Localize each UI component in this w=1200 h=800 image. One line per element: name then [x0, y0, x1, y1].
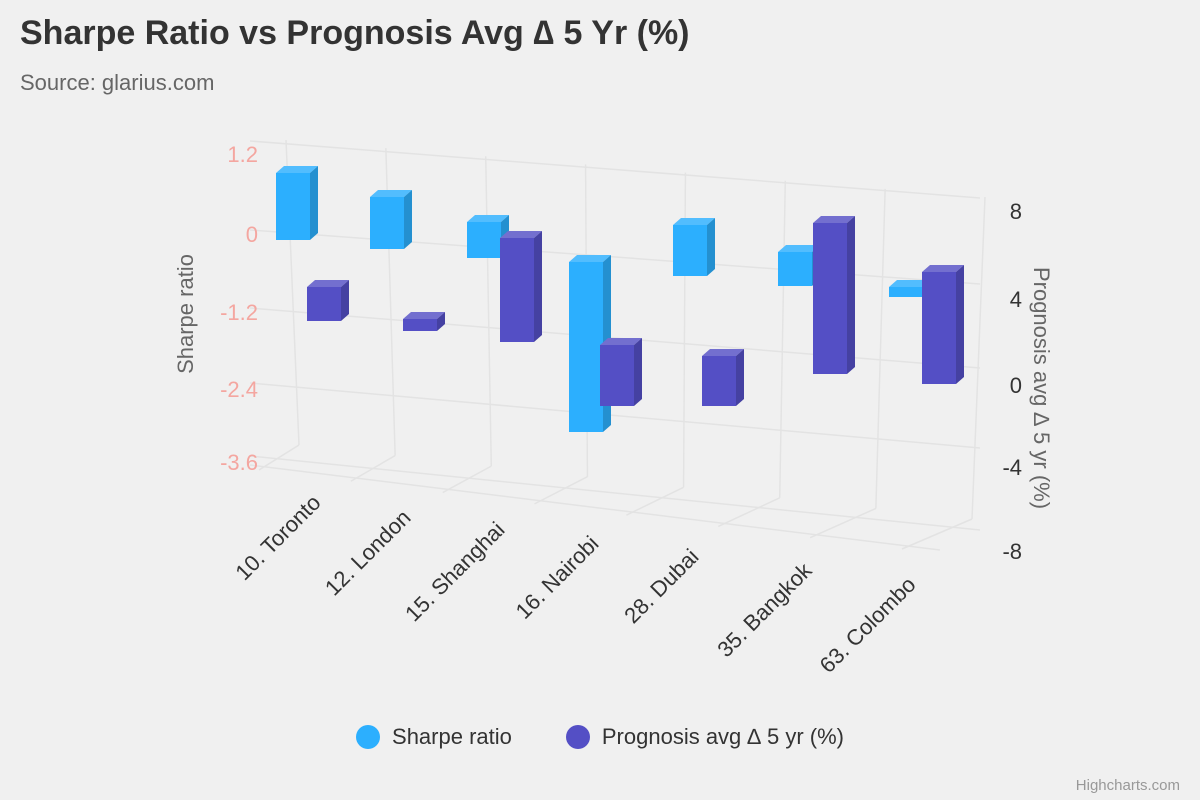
grid-line-vertical [484, 156, 493, 467]
y-axis-right-tick-label: -8 [1002, 539, 1022, 564]
bar-prognosis-front [307, 287, 341, 321]
bar-prognosis [403, 312, 445, 331]
y-axis-right-tick-label: 0 [1010, 373, 1022, 398]
bar-prognosis-side [847, 216, 855, 374]
grid-line-vertical [971, 196, 986, 520]
credits-link[interactable]: Highcharts.com [1075, 777, 1180, 794]
y-axis-left-title: Sharpe ratio [173, 254, 198, 374]
bar-sharpe-ratio-front [569, 262, 603, 432]
y-axis-right-tick-label: -4 [1002, 455, 1022, 480]
bar-prognosis [922, 265, 964, 384]
x-axis-category-label: 12. London [320, 505, 416, 601]
y-axis-right-title: Prognosis avg ∆ 5 yr (%) [1029, 267, 1054, 509]
grid-line-vertical [778, 180, 787, 498]
bar-prognosis-top [600, 338, 642, 345]
bar-prognosis [600, 338, 642, 406]
legend-symbol-prognosis [565, 725, 590, 749]
x-axis-category-label: 10. Toronto [230, 490, 325, 585]
legend: Sharpe ratio Prognosis avg ∆ 5 yr (%) [0, 724, 1200, 750]
bar-prognosis-top [922, 265, 964, 272]
legend-item-prognosis[interactable]: Prognosis avg ∆ 5 yr (%) [565, 724, 844, 750]
bar-sharpe-ratio-front [778, 252, 812, 286]
x-axis-category-label: 35. Bangkok [712, 557, 817, 662]
bar-prognosis-front [403, 319, 437, 331]
grid-line-floor [350, 454, 396, 482]
bar-sharpe-ratio-side [404, 190, 412, 249]
x-axis-category-label: 16. Nairobi [511, 531, 604, 624]
grid-line-horizontal [249, 229, 981, 285]
bar-sharpe-ratio-top [778, 245, 820, 252]
grid-line-floor [901, 518, 973, 550]
bar-sharpe-ratio-front [467, 222, 501, 258]
bar-prognosis-front [813, 223, 847, 374]
bar-prognosis [500, 231, 542, 342]
grid-line-horizontal [249, 140, 981, 199]
chart-title: Sharpe Ratio vs Prognosis Avg ∆ 5 Yr (%) [20, 14, 690, 52]
legend-label-sharpe: Sharpe ratio [392, 724, 512, 749]
y-axis-left-tick-label: -1.2 [220, 300, 258, 325]
bar-prognosis-side [956, 265, 964, 384]
grid-line-floor-front [249, 464, 941, 551]
bar-sharpe-ratio-front [276, 173, 310, 240]
grid-line-floor [534, 476, 588, 505]
bar-prognosis-side [341, 280, 349, 321]
grid-line-vertical [875, 188, 886, 509]
chart-subtitle: Source: glarius.com [20, 70, 215, 95]
grid-line-floor [442, 465, 492, 494]
legend-item-sharpe[interactable]: Sharpe ratio [356, 724, 512, 750]
bar-prognosis-top [813, 216, 855, 223]
y-axis-left-tick-label: -2.4 [220, 377, 258, 402]
bar-sharpe-ratio-top [276, 166, 318, 173]
bar-prognosis [813, 216, 855, 374]
bar-prognosis [702, 349, 744, 406]
bar-sharpe-ratio-top [467, 215, 509, 222]
bar-sharpe-ratio-top [673, 218, 715, 225]
bar-sharpe-ratio-top [889, 280, 931, 287]
bar-sharpe-ratio [276, 166, 318, 240]
bar-sharpe-ratio-side [310, 166, 318, 240]
bar-prognosis-side [534, 231, 542, 342]
grid-line-floor [626, 486, 684, 516]
bar-sharpe-ratio [673, 218, 715, 276]
bar-prognosis-front [500, 238, 534, 342]
bar-prognosis-top [307, 280, 349, 287]
grid-line-floor [258, 444, 300, 471]
bar-prognosis [307, 280, 349, 321]
bar-prognosis-top [500, 231, 542, 238]
bar-sharpe-ratio-top [569, 255, 611, 262]
y-axis-right-tick-label: 4 [1010, 287, 1022, 312]
x-axis-category-label: 28. Dubai [619, 544, 703, 628]
y-axis-left-tick-label: -3.6 [220, 450, 258, 475]
bar-prognosis-top [702, 349, 744, 356]
y-axis-left-tick-label: 0 [246, 222, 258, 247]
bar-prognosis-side [437, 312, 445, 331]
bar-prognosis-side [634, 338, 642, 406]
bar-sharpe-ratio [467, 215, 509, 258]
bar-prognosis-front [600, 345, 634, 406]
legend-symbol-sharpe [356, 725, 381, 749]
x-axis-category-label: 63. Colombo [815, 572, 921, 678]
bar-prognosis-front [702, 356, 736, 406]
bar-sharpe-ratio-front [889, 287, 923, 297]
bar-prognosis-front [922, 272, 956, 384]
bar-sharpe-ratio-top [370, 190, 412, 197]
bar-sharpe-ratio-side [707, 218, 715, 276]
bar-prognosis-top [403, 312, 445, 319]
bar-prognosis-side [736, 349, 744, 406]
legend-label-prognosis: Prognosis avg ∆ 5 yr (%) [601, 724, 844, 749]
bar-sharpe-ratio [370, 190, 412, 249]
y-axis-right-tick-label: 8 [1010, 199, 1022, 224]
grid-line-horizontal [249, 455, 981, 531]
y-axis-left-tick-label: 1.2 [227, 142, 258, 167]
grid-line-horizontal [249, 382, 981, 449]
grid-line-floor [809, 507, 877, 539]
bar-sharpe-ratio-front [673, 225, 707, 276]
grid-line-floor [717, 497, 781, 528]
x-axis-category-label: 15. Shanghai [400, 517, 509, 626]
bar-sharpe-ratio-front [370, 197, 404, 249]
